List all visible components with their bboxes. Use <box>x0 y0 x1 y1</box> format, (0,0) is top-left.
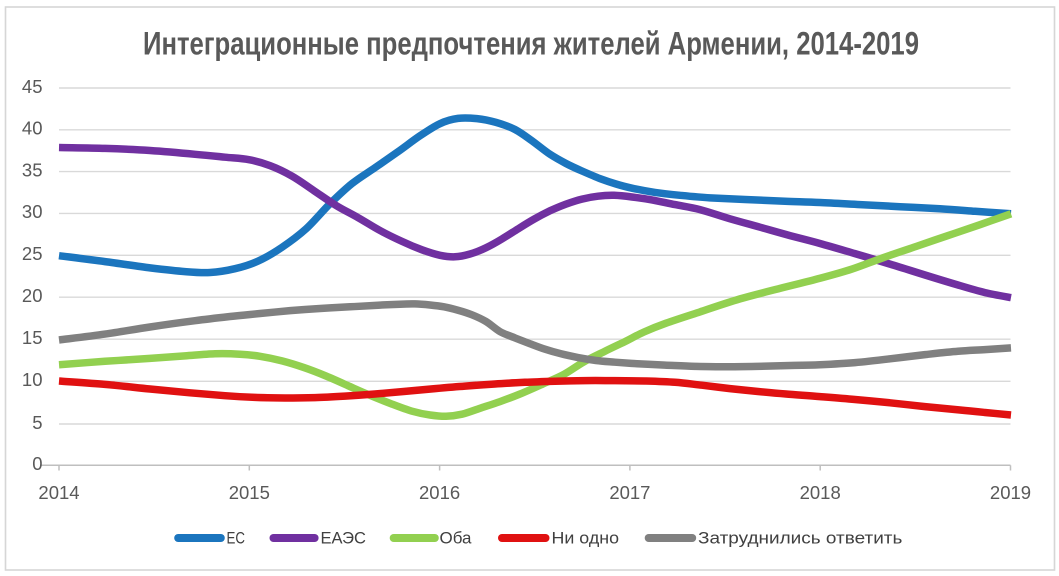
svg-text:30: 30 <box>22 201 43 222</box>
svg-text:2018: 2018 <box>800 482 841 503</box>
svg-text:Ни одно: Ни одно <box>552 529 620 548</box>
svg-text:25: 25 <box>22 243 43 264</box>
svg-text:20: 20 <box>22 285 43 306</box>
svg-text:45: 45 <box>22 76 43 97</box>
svg-text:40: 40 <box>22 118 43 139</box>
svg-text:35: 35 <box>22 159 43 180</box>
svg-text:2015: 2015 <box>229 482 270 503</box>
svg-text:2016: 2016 <box>419 482 460 503</box>
svg-text:2014: 2014 <box>38 482 79 503</box>
svg-text:2017: 2017 <box>609 482 650 503</box>
svg-text:ЕАЭС: ЕАЭС <box>321 529 367 548</box>
svg-text:10: 10 <box>22 369 43 390</box>
svg-text:5: 5 <box>32 412 42 433</box>
svg-text:Затруднились ответить: Затруднились ответить <box>698 529 903 548</box>
svg-text:Интеграционные предпочтения жи: Интеграционные предпочтения жителей Арме… <box>143 26 919 62</box>
svg-text:Оба: Оба <box>440 529 473 548</box>
svg-text:ЕС: ЕС <box>227 529 246 548</box>
svg-text:15: 15 <box>22 327 43 348</box>
svg-text:0: 0 <box>32 453 42 474</box>
svg-text:2019: 2019 <box>990 482 1031 503</box>
